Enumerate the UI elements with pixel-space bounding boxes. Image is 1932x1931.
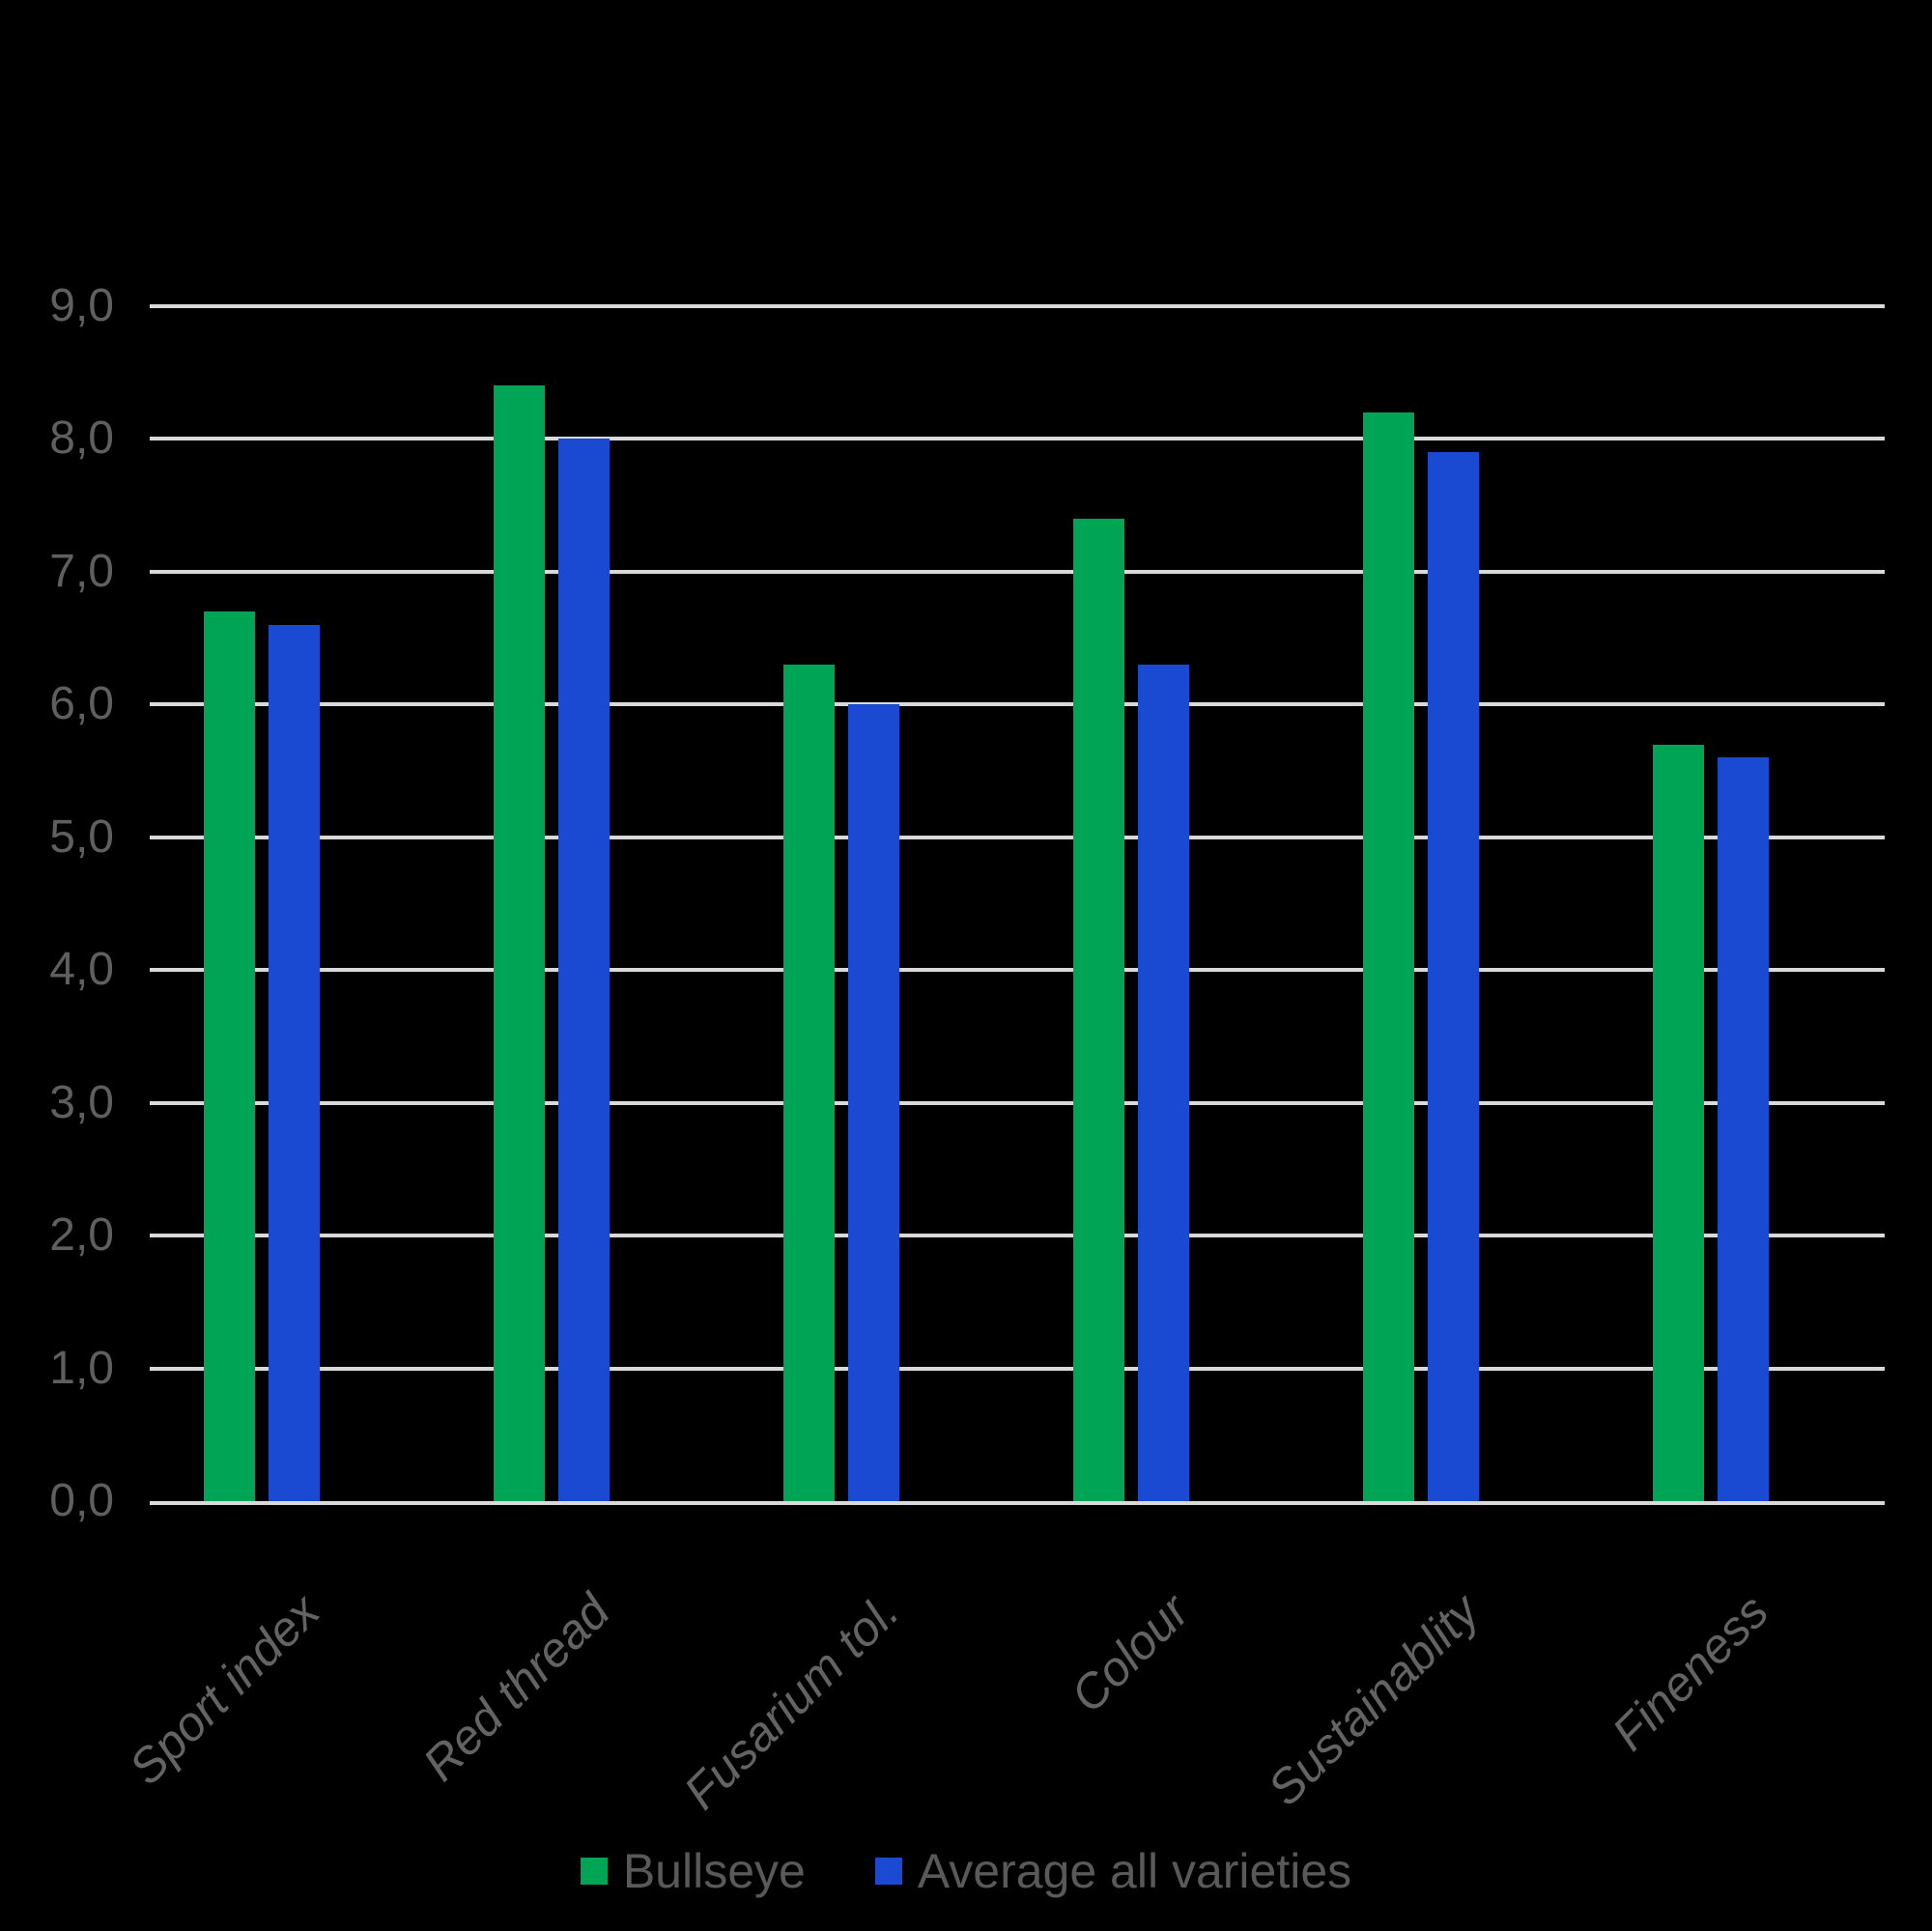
bar-bullseye-fineness bbox=[1653, 744, 1704, 1501]
gridline-3 bbox=[150, 1100, 1885, 1105]
gridline-5 bbox=[150, 835, 1885, 839]
y-tick-label-7: 7,0 bbox=[49, 545, 114, 597]
bar-bullseye-sustainablity bbox=[1363, 412, 1414, 1501]
y-tick-label-2: 2,0 bbox=[49, 1209, 114, 1262]
legend-swatch-average-all-varieties bbox=[874, 1858, 902, 1885]
legend-swatch-bullseye bbox=[580, 1858, 608, 1885]
y-tick-label-0: 0,0 bbox=[49, 1475, 114, 1526]
bar-bullseye-fusarium-tol bbox=[783, 665, 835, 1501]
y-tick-label-6: 6,0 bbox=[49, 678, 114, 730]
x-category-label-text: Red thread bbox=[412, 1583, 620, 1792]
legend-label-bullseye: Bullseye bbox=[622, 1844, 806, 1898]
legend-item-average-all-varieties: Average all varieties bbox=[874, 1843, 1352, 1899]
x-axis-line bbox=[150, 1501, 1885, 1505]
legend-item-bullseye: Bullseye bbox=[580, 1843, 806, 1899]
bar-bullseye-red-thread bbox=[494, 385, 545, 1501]
bar-bullseye-colour bbox=[1073, 518, 1124, 1501]
gridline-4 bbox=[150, 968, 1885, 973]
bar-average-all-varieties-colour bbox=[1138, 665, 1189, 1501]
gridline-8 bbox=[150, 437, 1885, 441]
gridline-1 bbox=[150, 1366, 1885, 1371]
x-category-label-text: Sport index bbox=[118, 1583, 330, 1796]
gridline-9 bbox=[150, 304, 1885, 308]
y-tick-label-5: 5,0 bbox=[49, 810, 114, 863]
bar-average-all-varieties-sport-index bbox=[269, 624, 320, 1501]
legend: Bullseye Average all varieties bbox=[0, 1843, 1932, 1899]
bar-average-all-varieties-fineness bbox=[1718, 757, 1769, 1501]
bar-average-all-varieties-fusarium-tol bbox=[848, 704, 899, 1501]
y-tick-label-8: 8,0 bbox=[49, 412, 114, 465]
x-category-label-text: Colour bbox=[1060, 1583, 1200, 1723]
y-tick-label-1: 1,0 bbox=[49, 1342, 114, 1394]
legend-label-average-all-varieties: Average all varieties bbox=[917, 1844, 1352, 1898]
x-category-label-text: Fusarium tol. bbox=[673, 1583, 910, 1820]
y-tick-label-9: 9,0 bbox=[49, 280, 114, 331]
gridline-6 bbox=[150, 702, 1885, 707]
bar-bullseye-sport-index bbox=[204, 611, 255, 1501]
x-category-label-text: Fineness bbox=[1602, 1583, 1779, 1761]
bar-average-all-varieties-sustainablity bbox=[1428, 452, 1479, 1501]
gridline-7 bbox=[150, 569, 1885, 574]
gridline-2 bbox=[150, 1234, 1885, 1238]
x-category-label-text: Sustainablity bbox=[1257, 1583, 1490, 1816]
y-tick-label-4: 4,0 bbox=[49, 944, 114, 996]
y-tick-label-3: 3,0 bbox=[49, 1076, 114, 1128]
bar-average-all-varieties-red-thread bbox=[558, 439, 610, 1501]
